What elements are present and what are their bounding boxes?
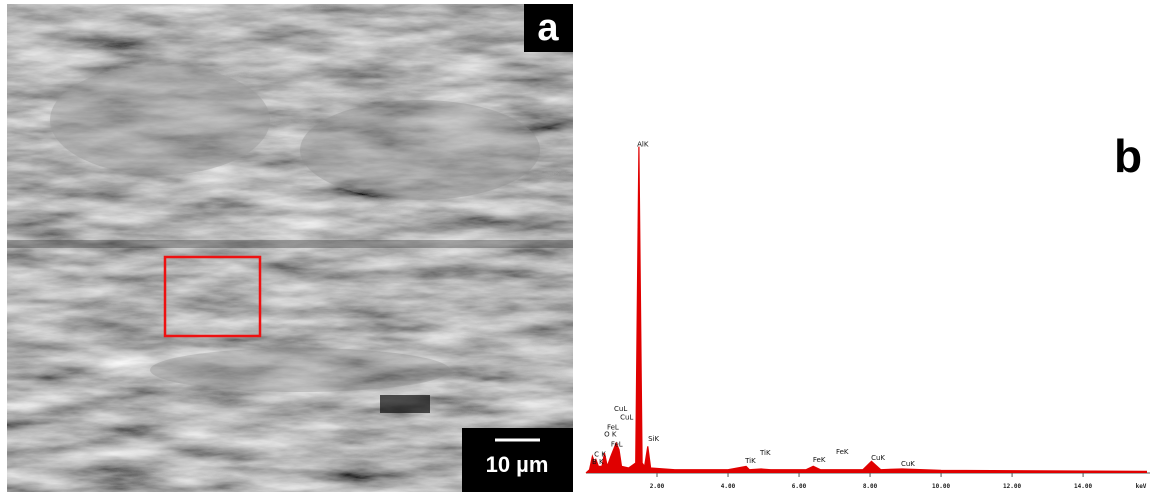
peak-label: CuL — [620, 414, 633, 422]
x-tick-label: 4.00 — [721, 483, 736, 490]
peak-label: CuK — [901, 460, 915, 468]
peak-label: FeK — [836, 448, 849, 456]
x-tick-label: 8.00 — [863, 483, 878, 490]
peak-label: FeK — [813, 456, 826, 464]
peak-label: CuL — [614, 405, 627, 413]
sem-image: a 10 µm — [7, 4, 573, 492]
x-tick-label: 10.00 — [932, 483, 950, 490]
spectrum-line — [586, 147, 1147, 473]
page: {"panel_a": {"label": "a", "scale_bar": … — [0, 0, 1153, 495]
panel-label: a — [537, 7, 559, 49]
peak-label: B K — [592, 458, 604, 466]
peak-label: SiK — [648, 435, 659, 443]
peak-label: TiK — [744, 457, 756, 465]
peak-label: AlK — [637, 141, 649, 149]
x-tick-label: 12.00 — [1003, 483, 1021, 490]
scale-bar-label: 10 µm — [486, 452, 549, 477]
x-tick-label: 6.00 — [792, 483, 807, 490]
peak-label: FeL — [611, 440, 623, 448]
peak-label: O K — [604, 430, 617, 438]
panel-label: b — [1114, 130, 1142, 182]
peak-label: CuK — [871, 454, 885, 462]
x-tick-label: 2.00 — [650, 483, 665, 490]
x-axis-label: keV — [1136, 483, 1147, 490]
x-tick-label: 14.00 — [1074, 483, 1092, 490]
peak-label: TiK — [759, 449, 771, 457]
figure: a 10 µm b 2.00 4.00 6.00 8.00 10.00 12.00 14.0… — [0, 0, 1153, 495]
spectrum-area — [586, 147, 1147, 473]
